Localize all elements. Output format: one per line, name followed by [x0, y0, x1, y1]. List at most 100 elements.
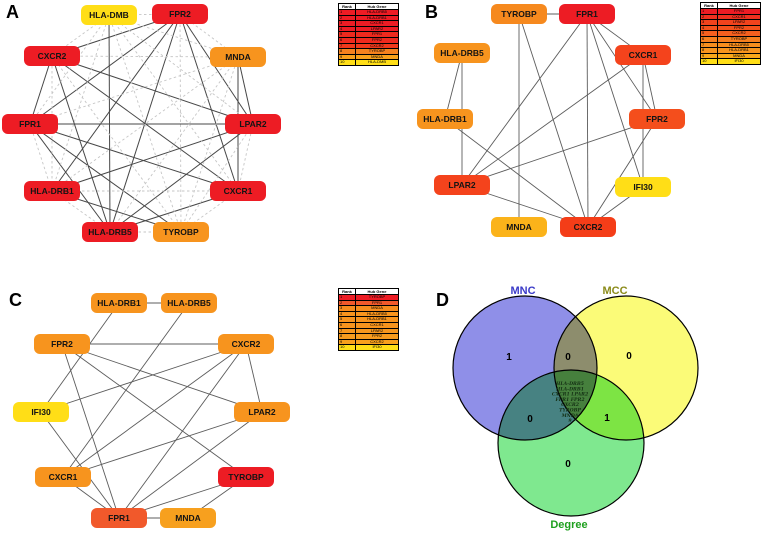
gene-node-fpr1: FPR1 [559, 4, 615, 24]
rank-table-row: 2 FPR1 [338, 299, 399, 307]
gene-node-fpr1: FPR1 [91, 508, 147, 528]
edge-HLA-DMB-TYROBP [108, 14, 182, 233]
gene-node-hla-drb1: HLA-DRB1 [417, 109, 473, 129]
gene-cell: IFI30 [355, 344, 399, 351]
hub-gene-rank-table: Rank Hub Gene 1 FPR1 2 CXCR1 3 LPAR2 4 FPR2 5 CXCR2… [700, 2, 761, 65]
edge-HLA-DMB-FPR1 [29, 14, 110, 125]
edge-FPR2-CXCR1 [179, 13, 239, 192]
edge-MNDA-HLA-DRB5 [109, 56, 239, 233]
edge-FPR1-CXCR1 [29, 123, 239, 192]
rank-table-row: 9 CXCR2 [338, 338, 399, 346]
rank-table-header: Hub Gene [717, 2, 761, 9]
venn-circle-degree [497, 369, 645, 517]
panel-letter-d: D [436, 290, 449, 310]
edge-LPAR2-CXCR1 [237, 123, 254, 192]
gene-node-mnda: MNDA [210, 47, 266, 67]
panel-C: C HLA-DRB1 HLA-DRB5 FPR2 CXCR2 IFI30 LPAR2 CXC… [0, 268, 430, 535]
edge-FPR2-LPAR2 [461, 118, 658, 186]
venn-center-gene-line: TYROBP [559, 408, 581, 414]
edge-LPAR2-HLA-DRB1 [51, 123, 254, 192]
venn-set-label-mnc: MNC [510, 285, 535, 297]
gene-node-ifi30: IFI30 [615, 177, 671, 197]
panel-letter-a: A [6, 2, 19, 22]
rank-table-row: 10 IFI30 [338, 344, 399, 351]
gene-node-cxcr1: CXCR1 [615, 45, 671, 65]
gene-node-cxcr2: CXCR2 [218, 334, 274, 354]
gene-cell: IFI30 [717, 58, 761, 65]
gene-cell: LPAR2 [355, 327, 399, 335]
venn-count-mnc-mcc: 0 [565, 352, 571, 363]
edge-CXCR2-IFI30 [40, 343, 247, 413]
edge-HLA-DMB-HLA-DRB1 [51, 14, 110, 192]
gene-node-mnda: MNDA [160, 508, 216, 528]
gene-node-fpr2: FPR2 [34, 334, 90, 354]
gene-node-hla-drb1: HLA-DRB1 [24, 181, 80, 201]
gene-node-mnda: MNDA [491, 217, 547, 237]
edge-FPR2-FPR1 [29, 13, 181, 125]
gene-cell: CXCR1 [717, 13, 761, 21]
rank-table-row: 10 IFI30 [700, 58, 761, 65]
gene-node-fpr1: FPR1 [2, 114, 58, 134]
edge-FPR1-HLA-DRB1 [29, 123, 53, 192]
gene-node-fpr2: FPR2 [629, 109, 685, 129]
rank-cell: 10 [700, 58, 718, 65]
gene-node-lpar2: LPAR2 [434, 175, 490, 195]
venn-center-gene-line: HLA-DRB5 [555, 381, 584, 387]
hub-gene-rank-table: Rank Hub Gene 1 HLA-DRB5 2 HLA-DRB1 3 CXCR1 4 LPA… [338, 3, 399, 66]
venn-center-gene-line: MNDA [561, 413, 579, 419]
gene-node-tyrobp: TYROBP [491, 4, 547, 24]
edge-HLA-DMB-LPAR2 [108, 14, 254, 125]
panel-A: A HLA-DMB FPR2 CXCR2 MNDA FPR1 LPAR2 HLA-DRB1 C… [0, 0, 400, 268]
rank-table-row: 4 HLA-DRB5 [338, 310, 399, 318]
edge-CXCR2-CXCR1 [62, 343, 247, 478]
hub-gene-rank-table: Rank Hub Gene 1 TYROBP 2 FPR1 3 MNDA 4 HLA-DRB5 5 H… [338, 288, 399, 351]
venn-center-gene-line: CXCR2 [561, 402, 579, 408]
rank-table-header: Hub Gene [355, 3, 399, 10]
rank-table-row: 3 CXCR1 [338, 20, 399, 27]
edge-IFI30-FPR1 [40, 411, 120, 519]
edge-FPR2-FPR1 [61, 343, 120, 519]
edge-FPR1-IFI30 [586, 13, 644, 188]
edge-TYROBP-CXCR2 [518, 13, 589, 228]
gene-node-hla-drb5: HLA-DRB5 [161, 293, 217, 313]
edge-FPR1-LPAR2 [461, 13, 588, 186]
edge-MNDA-FPR1 [29, 56, 239, 125]
rank-table-header: Hub Gene [355, 288, 399, 295]
rank-table-row: 6 CXCR1 [338, 322, 399, 329]
rank-table-row: 4 LPAR2 [338, 25, 399, 33]
gene-cell: HLA-DRB1 [355, 316, 399, 323]
gene-node-hla-drb5: HLA-DRB5 [434, 43, 490, 63]
panel-letter-c: C [9, 290, 22, 310]
rank-table-row: 10 HLA-DMB [338, 59, 399, 66]
edge-CXCR2-LPAR2 [51, 55, 254, 125]
edge-TYROBP-FPR2 [179, 13, 182, 233]
rank-cell: 10 [338, 59, 356, 66]
edge-TYROBP-CXCR2 [51, 55, 182, 233]
edge-CXCR2-HLA-DRB5 [51, 55, 111, 233]
gene-node-hla-drb1: HLA-DRB1 [91, 293, 147, 313]
gene-node-ifi30: IFI30 [13, 402, 69, 422]
gene-node-tyrobp: TYROBP [218, 467, 274, 487]
venn-count-degree-only: 0 [565, 459, 571, 470]
edge-FPR2-LPAR2 [179, 13, 254, 125]
panel-B: B TYROBP FPR1 HLA-DRB5 CXCR1 HLA-DRB1 FPR2 LPA… [400, 0, 778, 268]
edge-FPR1-TYROBP [29, 123, 182, 233]
edge-MNDA-CXCR2 [51, 55, 239, 58]
gene-cell: FPR1 [355, 299, 399, 307]
edge-LPAR2-HLA-DRB5 [109, 123, 254, 233]
edge-CXCR2-FPR1 [29, 55, 53, 125]
edge-CXCR2-FPR1 [118, 343, 247, 519]
gene-node-hla-dmb: HLA-DMB [81, 5, 137, 25]
edge-FPR2-CXCR2 [587, 118, 658, 228]
venn-count-mcc-degree: 1 [604, 413, 610, 424]
edge-CXCR1-FPR2 [642, 54, 658, 120]
gene-cell: LPAR2 [355, 25, 399, 33]
edge-MNDA-HLA-DRB1 [51, 56, 239, 192]
gene-cell: CXCR1 [355, 322, 399, 329]
venn-set-label-degree: Degree [550, 519, 587, 531]
gene-cell: HLA-DRB5 [355, 310, 399, 318]
rank-table-row: 1 TYROBP [338, 294, 399, 301]
gene-node-lpar2: LPAR2 [225, 114, 281, 134]
gene-node-tyrobp: TYROBP [153, 222, 209, 242]
edge-HLA-DMB-CXCR1 [108, 14, 239, 192]
